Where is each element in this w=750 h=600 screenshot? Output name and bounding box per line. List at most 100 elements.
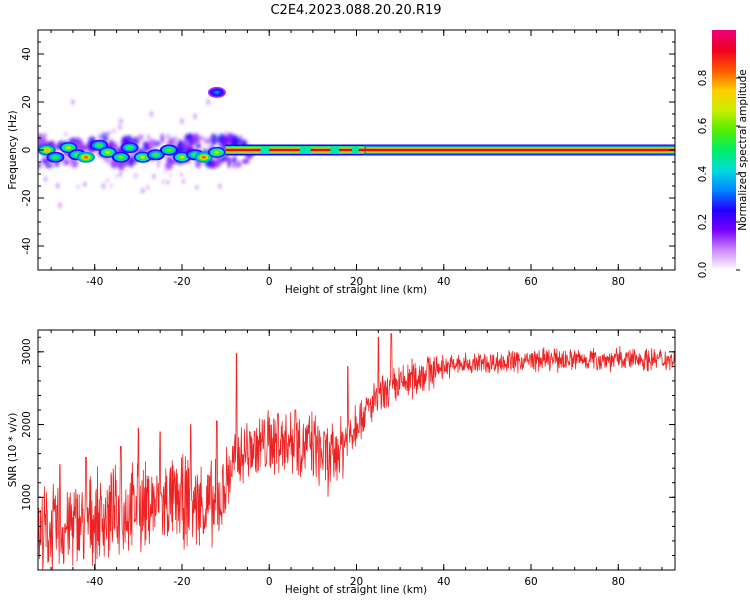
spectrogram-speckle — [101, 183, 105, 189]
spectrogram-speckle — [180, 118, 184, 125]
carrier-band — [365, 144, 675, 156]
spectrogram-noise — [123, 163, 127, 169]
spectrogram-blob — [76, 151, 95, 163]
figure-title: C2E4.2023.088.20.20.R19 — [270, 3, 441, 18]
spectrogram-noise — [182, 179, 185, 184]
snr-series-line — [38, 333, 675, 570]
spectrogram-noise — [44, 133, 47, 138]
spectrogram-noise — [204, 139, 207, 144]
spectrogram-noise — [97, 133, 103, 141]
spectrogram-noise — [166, 180, 170, 185]
spectrogram-noise — [157, 159, 161, 164]
spectrogram-x-tick-label: 60 — [524, 276, 537, 288]
colorbar-label: Normalized spectral amplitude — [737, 69, 749, 230]
spectrogram-noise — [44, 157, 47, 162]
carrier-halo — [364, 145, 675, 155]
spectrogram-x-tick-label: 0 — [266, 276, 273, 288]
spectrogram-speckle — [193, 113, 197, 120]
spectrogram-noise — [110, 183, 113, 188]
spectrogram-blob — [194, 151, 213, 163]
spectrogram-blob — [159, 144, 178, 156]
spectrogram-speckle — [58, 202, 62, 209]
colorbar-tick-label: 0.2 — [697, 214, 709, 231]
snr-y-axis-label: SNR (10 * v/v) — [7, 413, 19, 488]
spectrogram-x-tick-label: -20 — [173, 276, 190, 288]
spectrogram-speckle — [119, 118, 123, 125]
spectrogram-noise — [164, 161, 173, 170]
spectrogram-noise — [146, 185, 150, 190]
spectrogram-panel: -40 -20 0 20 40 60 80 -40 -20 0 20 40 Height of str… — [7, 29, 676, 296]
spectrogram-noise — [133, 161, 136, 166]
colorbar-tick-label: 0.8 — [697, 70, 709, 87]
spectrogram-noise — [160, 133, 165, 144]
snr-plot-area — [38, 330, 675, 570]
spectrogram-noise — [202, 146, 205, 152]
spectrogram-noise — [103, 131, 106, 137]
spectrogram-y-tick-label: 20 — [21, 95, 33, 108]
spectrogram-noise — [152, 174, 156, 179]
spectrogram-noise — [118, 160, 125, 171]
spectrogram-noise — [223, 135, 229, 148]
colorbar-ticks: 0.0 0.2 0.4 0.6 0.8 — [697, 70, 740, 278]
snr-y-tick-label: 2000 — [21, 411, 33, 438]
spectrogram-noise — [106, 178, 109, 183]
spectrogram-noise — [195, 143, 201, 150]
spectrogram-noise — [241, 158, 250, 164]
colorbar-tick-label: 0.6 — [697, 117, 709, 134]
spectrogram-noise — [180, 144, 183, 149]
spectrogram-noise — [166, 156, 172, 163]
spectrogram-noise — [84, 147, 88, 153]
spectrogram-noise — [134, 173, 137, 179]
spectrogram-noise — [191, 133, 201, 145]
spectrogram-x-tick-label: 80 — [612, 276, 625, 288]
snr-x-tick-label: 80 — [612, 576, 625, 588]
spectrogram-y-tick-label: -20 — [21, 189, 33, 206]
spectrogram-image — [38, 86, 675, 209]
spectrogram-speckle — [149, 111, 153, 117]
spectrogram-blob — [207, 86, 226, 98]
spectrogram-blob — [90, 139, 109, 151]
spectrogram-noise — [210, 134, 214, 139]
spectrogram-noise — [195, 185, 199, 190]
spectrogram-noise — [144, 145, 152, 151]
spectrogram-noise — [83, 182, 86, 187]
spectrogram-x-tick-label: 20 — [350, 276, 363, 288]
spectrogram-blob — [111, 151, 130, 163]
snr-y-tick-label: 1000 — [21, 484, 33, 511]
spectrogram-noise — [227, 156, 232, 169]
spectrogram-noise — [231, 156, 237, 165]
snr-y-tick-label: 3000 — [21, 338, 33, 365]
spectrogram-blob — [59, 142, 78, 154]
spectrogram-noise — [119, 172, 122, 177]
spectrogram-noise — [64, 132, 67, 137]
snr-x-tick-label: -20 — [173, 576, 190, 588]
snr-frame — [37, 329, 676, 571]
spectrogram-noise — [224, 130, 228, 135]
spectrogram-frame — [37, 29, 676, 271]
spectrogram-noise — [231, 163, 238, 168]
spectrogram-noise — [166, 134, 170, 139]
spectrogram-noise — [44, 176, 47, 182]
spectrogram-y-tick-label: 40 — [21, 47, 33, 60]
spectrogram-blob — [172, 151, 191, 163]
snr-x-tick-label: 20 — [350, 576, 363, 588]
snr-x-tick-label: 60 — [524, 576, 537, 588]
spectrogram-noise — [153, 145, 157, 151]
spectrogram-noise — [115, 173, 118, 179]
spectrogram-noise — [64, 159, 70, 166]
spectrogram-noise — [217, 137, 225, 143]
spectrogram-noise — [147, 134, 150, 140]
spectrogram-noise — [162, 179, 165, 184]
spectrogram-blob — [98, 146, 117, 158]
spectrogram-noise — [108, 130, 111, 136]
spectrogram-y-tick-label: 0 — [21, 147, 33, 154]
spectrogram-speckle — [206, 99, 210, 105]
spectrogram-blob — [207, 146, 226, 158]
spectrogram-noise — [137, 133, 144, 141]
spectrogram-noise — [148, 138, 157, 149]
snr-panel: -40 -20 0 20 40 60 80 1000 2000 3000 Height of st… — [7, 329, 676, 596]
spectrogram-noise — [236, 160, 242, 168]
spectrogram-noise — [170, 138, 174, 143]
spectrogram-noise — [56, 183, 59, 188]
